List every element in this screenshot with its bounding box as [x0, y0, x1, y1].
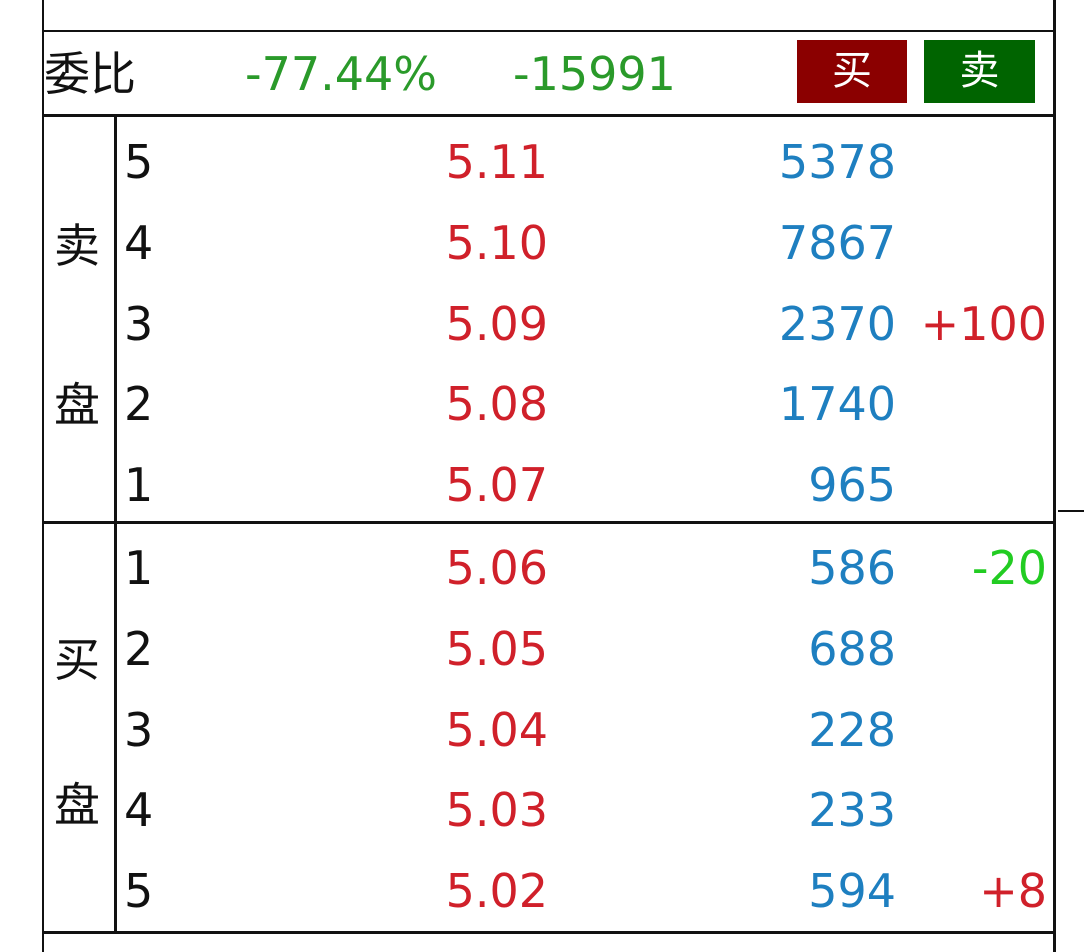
level: 1 [124, 541, 154, 595]
change: -20 [971, 541, 1047, 595]
volume: 233 [808, 783, 896, 838]
change: +8 [979, 864, 1047, 919]
level: 4 [124, 215, 154, 270]
side-label: 卖 [54, 219, 100, 273]
ratio-label: 委比 [44, 47, 136, 101]
price: 5.11 [445, 135, 548, 189]
divider [114, 117, 117, 931]
divider [42, 30, 1054, 32]
price: 5.07 [445, 458, 548, 513]
level: 2 [124, 377, 154, 432]
volume: 228 [808, 702, 896, 757]
border [42, 0, 44, 952]
price: 5.09 [445, 296, 548, 351]
volume: 594 [808, 864, 896, 919]
divider [42, 114, 1054, 117]
price: 5.04 [445, 702, 548, 757]
level: 5 [124, 864, 154, 919]
side-label: 盘 [54, 778, 100, 832]
price: 5.02 [445, 864, 548, 919]
volume: 7867 [778, 215, 896, 270]
volume: 688 [808, 621, 896, 676]
level: 3 [124, 702, 154, 757]
divider [42, 931, 1054, 934]
side-label: 盘 [54, 378, 100, 432]
side-label: 买 [54, 633, 100, 687]
level: 1 [124, 458, 154, 513]
volume: 5378 [778, 135, 896, 189]
border [1058, 510, 1084, 512]
ratio-value: -77.44% [245, 47, 437, 101]
volume: 586 [808, 541, 896, 595]
divider [42, 521, 1054, 524]
price: 5.03 [445, 783, 548, 838]
level: 2 [124, 621, 154, 676]
volume: 1740 [778, 377, 896, 432]
border [1053, 0, 1056, 952]
volume: 965 [808, 458, 896, 513]
price: 5.06 [445, 541, 548, 595]
price: 5.10 [445, 215, 548, 270]
price: 5.08 [445, 377, 548, 432]
sell-button[interactable]: 卖 [924, 40, 1035, 103]
level: 3 [124, 296, 154, 351]
change: +100 [920, 296, 1047, 351]
price: 5.05 [445, 621, 548, 676]
buy-button[interactable]: 买 [797, 40, 907, 103]
volume: 2370 [778, 296, 896, 351]
ratio-diff: -15991 [513, 47, 676, 101]
level: 4 [124, 783, 154, 838]
level: 5 [124, 135, 154, 189]
